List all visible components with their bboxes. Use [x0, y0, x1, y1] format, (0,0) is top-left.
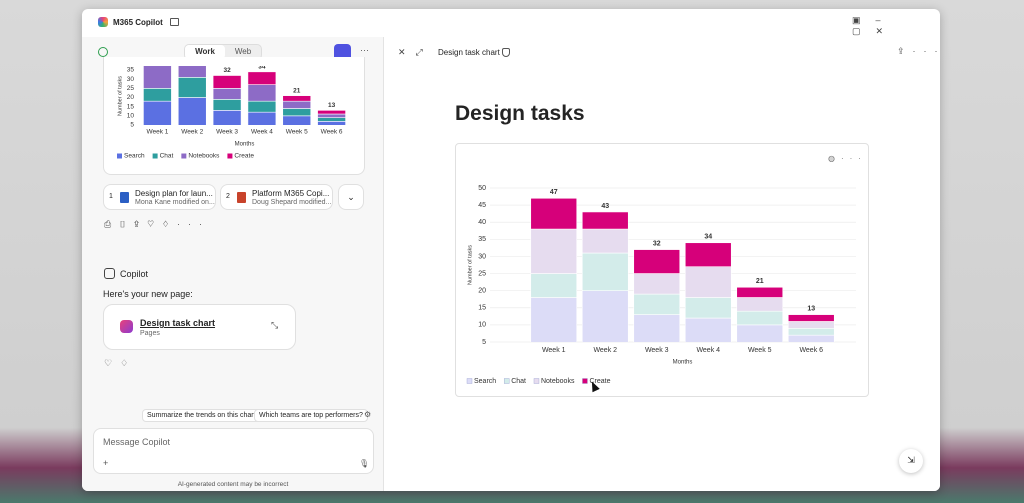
chart-card: ◍··· — [455, 143, 869, 397]
tab-work[interactable]: Work — [185, 45, 225, 59]
reference-card[interactable]: 1 Design plan for laun... Mona Kane modi… — [103, 184, 216, 210]
suggestion-chip[interactable]: Summarize the trends on this chart — [142, 409, 261, 422]
word-icon — [120, 192, 129, 203]
tab-web[interactable]: Web — [234, 47, 252, 56]
app-logo — [98, 17, 108, 27]
chart-card — [103, 57, 365, 175]
response-actions[interactable]: ⎙▯⇪♡♢··· — [104, 219, 210, 229]
page-card-subtitle: Pages — [140, 330, 160, 337]
chart-actions[interactable]: ◍··· — [828, 154, 867, 163]
mic-button[interactable]: 🎙 — [359, 459, 370, 468]
sidebar-toggle[interactable] — [170, 18, 179, 26]
page-title: Design tasks — [455, 102, 585, 125]
floating-button[interactable]: ⇲ — [899, 449, 923, 473]
share-more[interactable]: ⇪··· — [897, 46, 938, 56]
input-placeholder: Message Copilot — [103, 437, 171, 447]
page-card[interactable]: Design task chart Pages ⤡ — [103, 304, 296, 350]
reference-subtitle: Mona Kane modified on... — [135, 199, 215, 206]
page-header-title: Design task chart — [438, 48, 500, 57]
expand-references[interactable]: ⌄ — [338, 184, 364, 210]
copilot-message: Here's your new page: — [103, 289, 193, 299]
window-controls[interactable]: ▣–▢✕ — [852, 15, 899, 36]
app-window: M365 Copilot ▣–▢✕ Work Web ··· 1 Design … — [82, 9, 940, 491]
copilot-pane: Work Web ··· 1 Design plan for laun... M… — [82, 37, 384, 491]
shield-icon — [502, 48, 510, 57]
new-chat-button[interactable] — [334, 44, 351, 61]
copilot-icon — [104, 268, 115, 279]
message-input[interactable]: Message Copilot + 🎙 — [93, 428, 374, 474]
reference-title: Design plan for laun... — [135, 189, 213, 198]
reference-index: 2 — [226, 193, 230, 200]
page-pane: ✕⤢ Design task chart ⇪··· Design tasks ◍… — [385, 37, 940, 491]
reference-index: 1 — [109, 193, 113, 200]
copilot-label: Copilot — [120, 269, 149, 279]
pages-icon — [120, 320, 133, 333]
powerpoint-icon — [237, 192, 246, 203]
more-button[interactable]: ··· — [360, 45, 369, 55]
reference-card[interactable]: 2 Platform M365 Copi... Doug Shepard mod… — [220, 184, 333, 210]
page-card-title: Design task chart — [140, 318, 216, 328]
suggestion-settings[interactable]: ⚙ — [364, 410, 372, 419]
pane-actions[interactable]: ✕⤢ — [398, 47, 433, 57]
reference-title: Platform M365 Copi... — [252, 189, 330, 198]
add-button[interactable]: + — [103, 458, 109, 468]
collapse-icon[interactable]: ⤡ — [271, 320, 279, 330]
disclaimer: AI-generated content may be incorrect — [177, 481, 289, 488]
suggestion-chip[interactable]: Which teams are top performers? — [254, 409, 368, 422]
reference-subtitle: Doug Shepard modified... — [252, 199, 332, 206]
shield-icon — [98, 47, 108, 57]
app-title: M365 Copilot — [113, 18, 163, 27]
feedback-actions[interactable]: ♡♢ — [104, 358, 137, 368]
